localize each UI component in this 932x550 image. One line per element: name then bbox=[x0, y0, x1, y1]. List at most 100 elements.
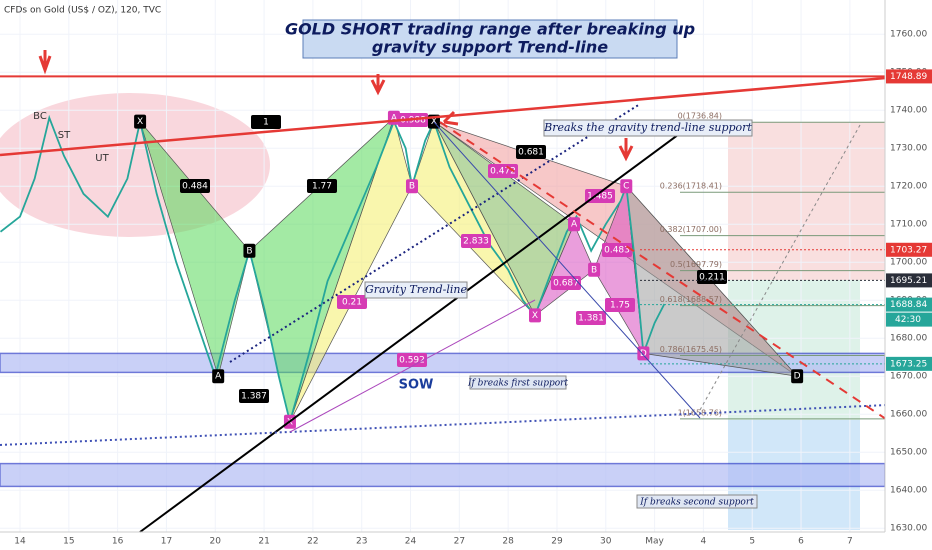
annotation: BC bbox=[33, 111, 47, 122]
ratio-box bbox=[602, 243, 632, 257]
x-tick-label: 21 bbox=[258, 537, 269, 547]
y-tick-label: 1680.00 bbox=[890, 334, 927, 344]
price-tag bbox=[886, 242, 932, 257]
resistance-trend-line bbox=[0, 72, 932, 157]
pattern-point-box bbox=[791, 369, 804, 384]
x-tick-label: 30 bbox=[600, 537, 612, 547]
ratio-label: 1.381 bbox=[578, 314, 604, 324]
fib-label: 0.236(1718.41) bbox=[660, 182, 722, 191]
pattern-point-box bbox=[134, 114, 147, 129]
price-tag-label: 1703.27 bbox=[890, 245, 927, 255]
ratio-box bbox=[239, 389, 269, 403]
arrow bbox=[618, 138, 634, 162]
pattern-point-label: D bbox=[640, 349, 647, 359]
pattern-point: D bbox=[791, 369, 804, 384]
harmonic-pattern bbox=[534, 223, 595, 317]
y-tick-label: 1650.00 bbox=[890, 448, 927, 458]
x-tick-label: 16 bbox=[112, 537, 124, 547]
ratio-box bbox=[461, 234, 491, 248]
ratio-label: 0.484 bbox=[182, 182, 208, 192]
background-layer bbox=[0, 0, 886, 532]
countdown-tag bbox=[886, 312, 932, 327]
ratio-label: 0.472 bbox=[490, 167, 516, 177]
pattern-point-box bbox=[620, 179, 633, 194]
projection-line bbox=[699, 124, 861, 411]
pattern-point: X bbox=[529, 308, 542, 323]
pattern-point-label: X bbox=[137, 117, 143, 127]
pattern-point-box bbox=[243, 243, 256, 258]
ratio-label: 0.988 bbox=[400, 116, 426, 126]
note-box bbox=[636, 494, 758, 509]
ratio-box bbox=[576, 311, 606, 325]
pattern-point-label: A bbox=[571, 220, 578, 230]
pattern-point-box bbox=[637, 346, 650, 361]
pattern-point: D bbox=[637, 346, 650, 361]
y-tick-label: 1630.00 bbox=[890, 524, 927, 534]
ratio-box bbox=[551, 276, 581, 290]
pattern-point-box bbox=[588, 262, 601, 277]
x-tick-label: 15 bbox=[63, 537, 74, 547]
pattern-point-label: X bbox=[532, 311, 538, 321]
price-tag bbox=[886, 69, 932, 84]
y-tick-label: 1720.00 bbox=[890, 182, 927, 192]
ratio-box bbox=[337, 295, 367, 309]
fib-label: 0.618(1688.57) bbox=[660, 295, 722, 304]
annotation: Breaks the gravity trend-line support bbox=[543, 121, 752, 134]
x-tick-label: 23 bbox=[356, 537, 367, 547]
annotation: Gravity Trend-line bbox=[365, 283, 468, 296]
y-tick-label: 1640.00 bbox=[890, 486, 927, 496]
ratio-label: 1.77 bbox=[312, 182, 332, 192]
pattern-point-label: A bbox=[215, 372, 222, 382]
trend-lines bbox=[0, 50, 932, 533]
x-tick-label: 29 bbox=[551, 537, 563, 547]
drawing-layer: 0(1736.84) 0.236(1718.41) 0.382(1707.00) 0.… bbox=[0, 75, 885, 429]
note-box bbox=[469, 375, 567, 390]
y-tick-label: 1660.00 bbox=[890, 410, 927, 420]
channel-line bbox=[433, 121, 701, 419]
pattern-point-box bbox=[568, 217, 581, 232]
ratio-box bbox=[180, 179, 210, 193]
pattern-point: A bbox=[568, 217, 581, 232]
x-tick-label: 5 bbox=[749, 537, 755, 547]
ratio-label: 0.211 bbox=[699, 273, 725, 283]
pattern-point: A bbox=[212, 369, 225, 384]
ratio-box bbox=[605, 298, 635, 312]
fib-label: 0.382(1707.00) bbox=[660, 225, 722, 234]
x-tick-label: 24 bbox=[405, 537, 417, 547]
arrow bbox=[38, 50, 52, 75]
arrow bbox=[370, 74, 386, 96]
ratio-label: 0.592 bbox=[399, 356, 425, 366]
price-line bbox=[0, 114, 666, 426]
x-tick-label: 7 bbox=[847, 537, 853, 547]
price-tag bbox=[886, 356, 932, 371]
note-box bbox=[364, 281, 468, 299]
price-tag-label: 1695.21 bbox=[890, 276, 927, 286]
fib-label: 0.5(1697.79) bbox=[670, 260, 722, 269]
pattern-line bbox=[289, 299, 536, 433]
annotation: SOW bbox=[399, 378, 434, 393]
pattern-point-box bbox=[212, 369, 225, 384]
x-tick-label: 22 bbox=[307, 537, 318, 547]
gravity-trend-line bbox=[139, 125, 691, 533]
pattern-point-label: C bbox=[623, 182, 629, 192]
pattern-point-label: B bbox=[409, 182, 415, 192]
pattern-point-label: D bbox=[794, 372, 801, 382]
x-tick-label: May bbox=[645, 537, 664, 547]
annotation: UT bbox=[95, 153, 109, 164]
ratio-box bbox=[251, 115, 281, 129]
pattern-point-label: A bbox=[391, 113, 398, 123]
x-tick-label: 28 bbox=[502, 537, 514, 547]
ratio-box bbox=[516, 145, 546, 159]
dashed-projection-line bbox=[439, 121, 896, 426]
note-box bbox=[543, 119, 753, 137]
x-tick-label: 20 bbox=[210, 537, 222, 547]
price-tag-label: 1688.84 bbox=[890, 300, 927, 310]
ratio-label: 2.833 bbox=[463, 237, 489, 247]
y-tick-label: 1710.00 bbox=[890, 220, 927, 230]
title-box bbox=[302, 19, 678, 59]
price-tag-label: 1748.89 bbox=[890, 72, 927, 82]
ratio-label: 1.485 bbox=[587, 192, 613, 202]
countdown: 42:30 bbox=[895, 315, 921, 325]
